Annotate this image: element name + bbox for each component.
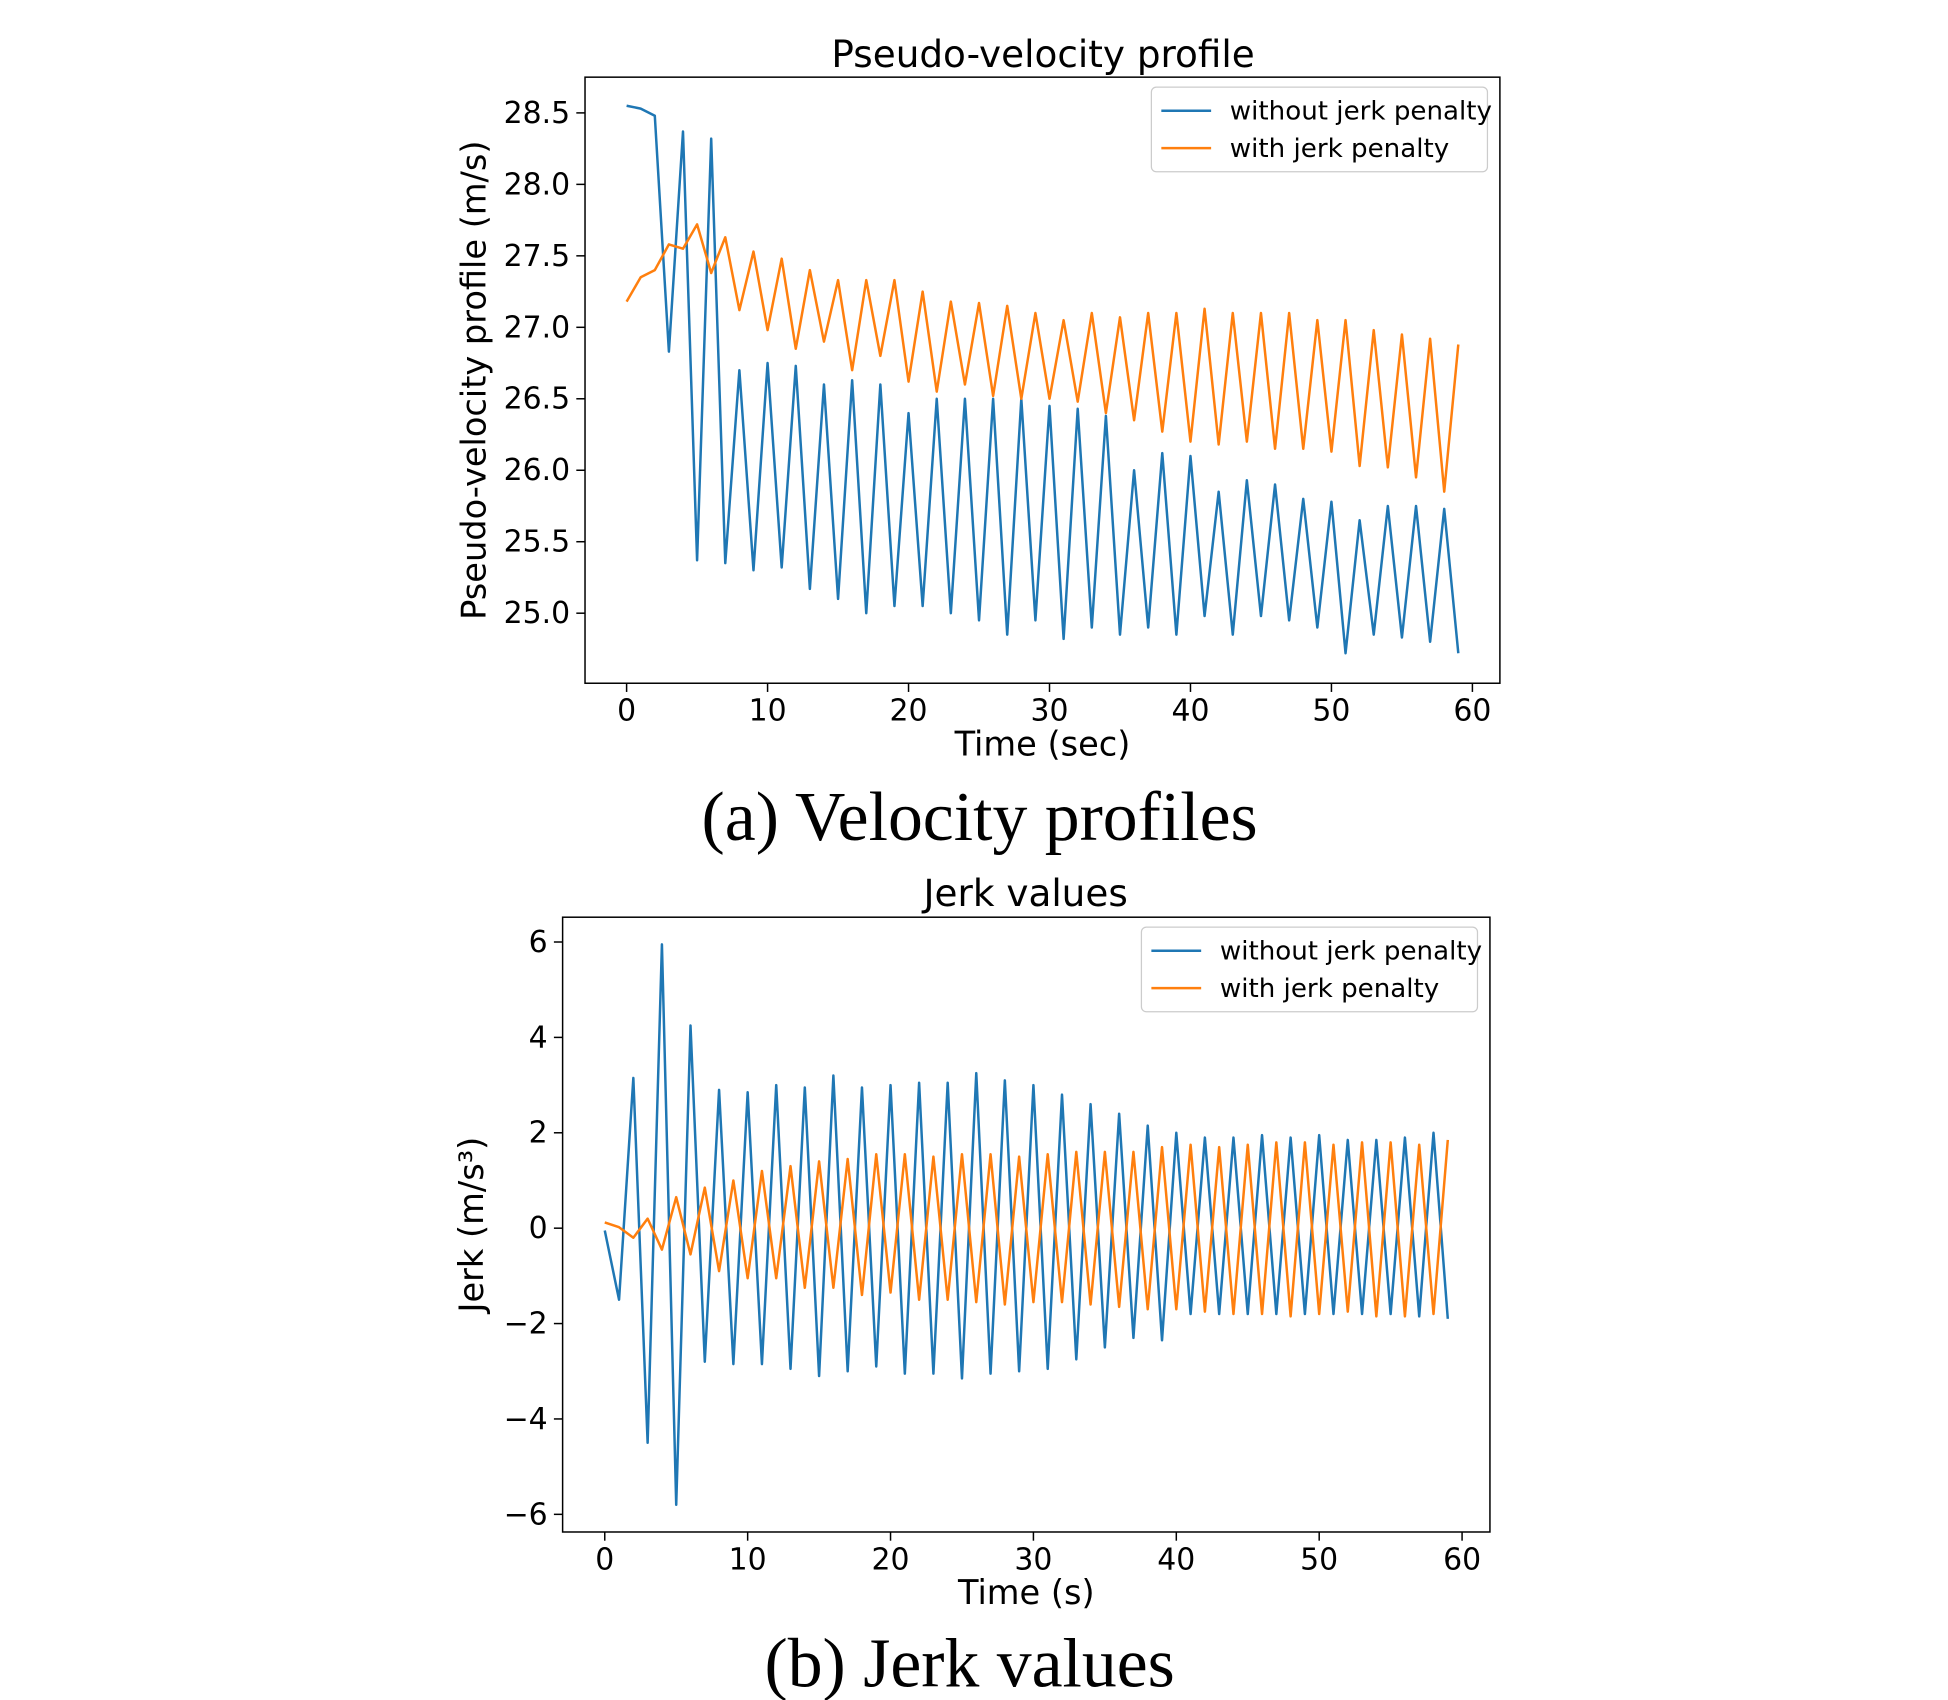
legend-label: without jerk penalty: [1230, 96, 1492, 126]
x-tick-label: 50: [1312, 694, 1350, 729]
x-axis-label: Time (sec): [954, 724, 1131, 763]
caption: (a) Velocity profiles: [702, 779, 1258, 856]
legend-label: with jerk penalty: [1230, 134, 1449, 164]
x-tick-label: 10: [729, 1542, 767, 1577]
y-tick-label: 0: [529, 1211, 548, 1246]
chart-title: Pseudo-velocity profile: [831, 32, 1254, 76]
x-tick-label: 10: [749, 694, 787, 729]
chart-title: Jerk values: [922, 871, 1128, 915]
legend-box: [1150, 86, 1489, 173]
y-tick-label: −4: [504, 1402, 548, 1437]
x-tick-label: 0: [595, 1542, 614, 1577]
legend-label: with jerk penalty: [1220, 974, 1439, 1004]
y-tick-label: 25.5: [504, 525, 570, 560]
x-tick-label: 50: [1300, 1542, 1338, 1577]
y-tick-label: 26.0: [504, 453, 570, 488]
x-tick-label: 0: [617, 694, 636, 729]
x-tick-label: 30: [1031, 694, 1069, 729]
data-line: [625, 223, 1460, 493]
y-tick-label: 28.0: [504, 167, 570, 202]
data-line: [626, 104, 1460, 655]
y-tick-label: 28.5: [504, 96, 570, 131]
y-tick-label: 2: [529, 1116, 548, 1151]
x-tick-label: 60: [1443, 1542, 1481, 1577]
y-tick-label: 27.5: [504, 239, 570, 274]
x-tick-label: 60: [1453, 694, 1491, 729]
chart: Jerk values Time (s) Jerk (m/s³) (b) Jerk v…: [452, 871, 1491, 1700]
y-tick-label: 26.5: [504, 382, 570, 417]
plot-frame: [561, 916, 1491, 1533]
y-tick-label: 25.0: [504, 596, 570, 631]
legend-label: without jerk penalty: [1220, 937, 1482, 967]
x-tick-label: 20: [890, 694, 928, 729]
y-tick-label: −6: [504, 1497, 548, 1532]
chart: Pseudo-velocity profile Time (sec) Pseudo-…: [454, 32, 1501, 856]
y-tick-label: 4: [529, 1020, 548, 1055]
plot-frame: [584, 76, 1501, 684]
x-tick-label: 40: [1157, 1542, 1195, 1577]
x-tick-label: 30: [1014, 1542, 1052, 1577]
legend-box: [1140, 926, 1479, 1013]
x-tick-label: 20: [872, 1542, 910, 1577]
x-axis-label: Time (s): [957, 1573, 1095, 1612]
y-axis-label: Jerk (m/s³): [452, 1137, 491, 1315]
data-line: [604, 1139, 1450, 1318]
y-tick-label: 6: [529, 925, 548, 960]
y-axis-label: Pseudo-velocity profile (m/s): [454, 141, 493, 620]
caption: (b) Jerk values: [765, 1625, 1175, 1700]
y-tick-label: 27.0: [504, 310, 570, 345]
x-tick-label: 40: [1171, 694, 1209, 729]
y-tick-label: −2: [504, 1307, 548, 1342]
